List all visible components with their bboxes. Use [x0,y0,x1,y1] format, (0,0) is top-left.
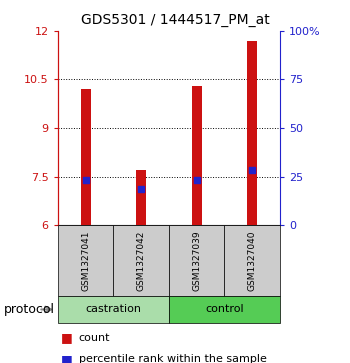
Text: control: control [205,305,244,314]
Bar [192,86,202,225]
Bar [136,170,146,225]
Text: castration: castration [85,305,141,314]
Text: percentile rank within the sample: percentile rank within the sample [79,354,267,363]
Bar [247,41,257,225]
Bar [80,89,91,225]
Text: GSM1327042: GSM1327042 [136,230,146,291]
Text: ■: ■ [61,353,73,363]
Text: GSM1327041: GSM1327041 [81,230,90,291]
Text: protocol: protocol [4,303,55,316]
Text: ■: ■ [61,331,73,344]
Text: count: count [79,333,110,343]
Text: GSM1327040: GSM1327040 [248,230,257,291]
Text: GSM1327039: GSM1327039 [192,230,201,291]
Text: GDS5301 / 1444517_PM_at: GDS5301 / 1444517_PM_at [80,13,270,27]
